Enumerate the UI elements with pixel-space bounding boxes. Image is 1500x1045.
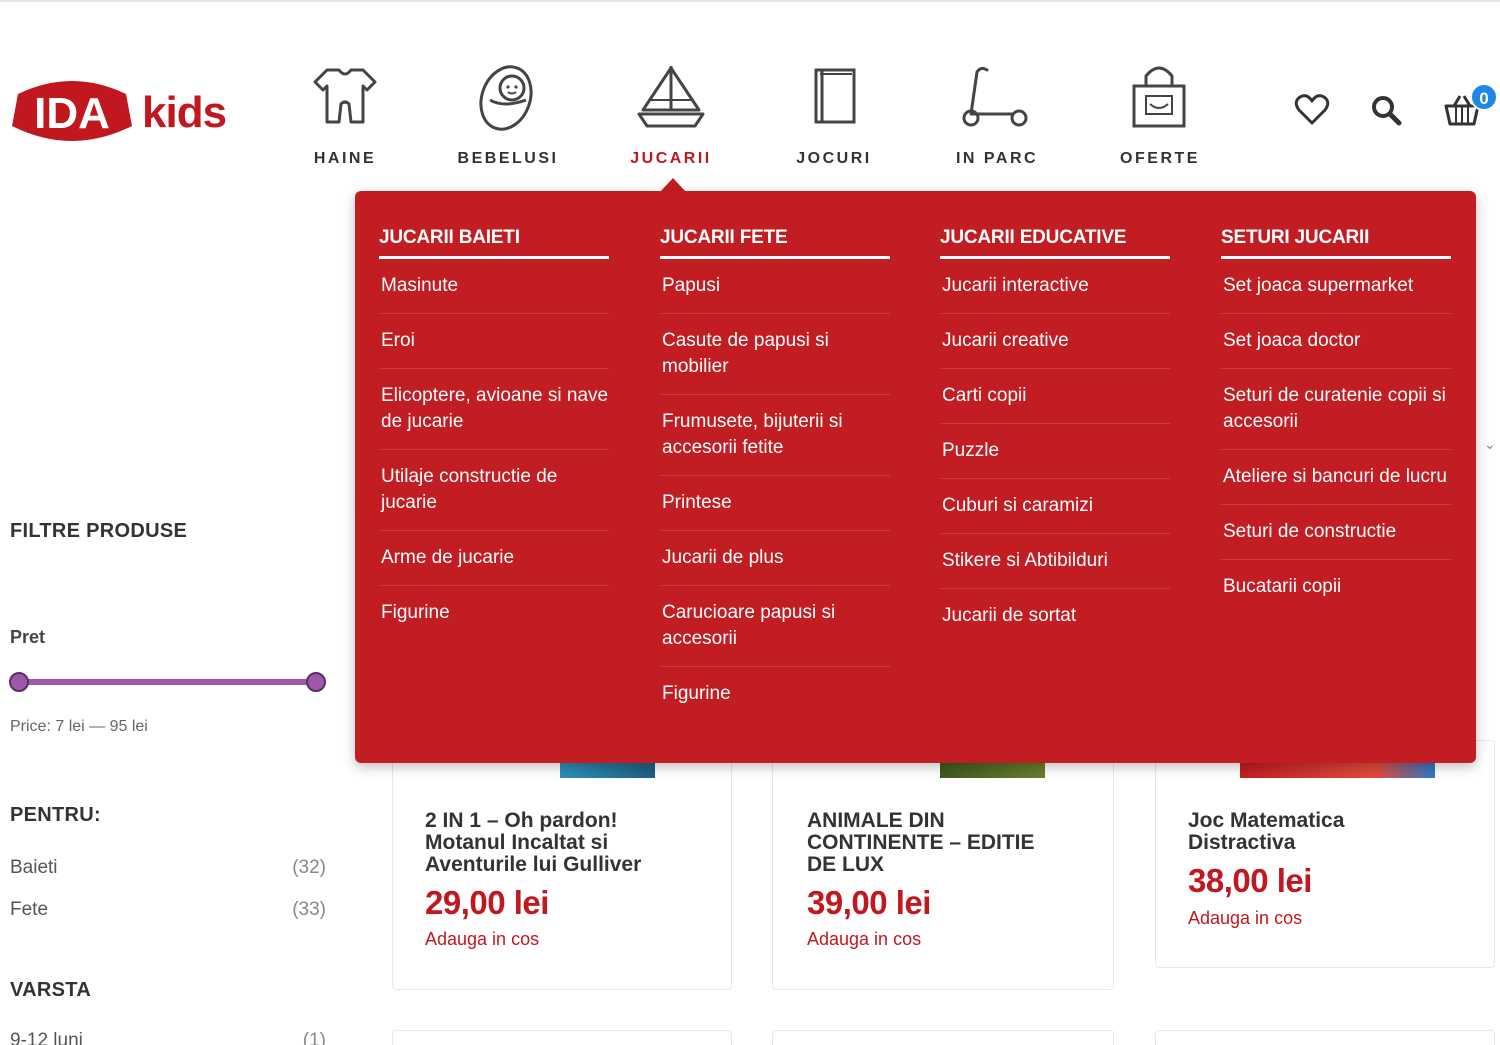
top-border	[0, 0, 1500, 2]
menu-item[interactable]: Jucarii de sortat	[942, 605, 1077, 626]
logo-badge: IDA	[12, 81, 132, 141]
menu-item[interactable]: Papusi	[660, 259, 890, 314]
add-to-cart-link[interactable]: Adauga in cos	[807, 929, 922, 949]
menu-item[interactable]: Jucarii creative	[940, 314, 1170, 369]
nav-jucarii[interactable]: JUCARII	[606, 60, 736, 170]
menu-item[interactable]: Seturi de constructie	[1221, 505, 1451, 560]
menu-column-jucarii-baieti: JUCARII BAIETI Masinute Eroi Elicoptere,…	[379, 227, 609, 640]
menu-column-title[interactable]: JUCARII EDUCATIVE	[940, 227, 1170, 259]
menu-item[interactable]: Set joaca supermarket	[1221, 259, 1451, 314]
product-title[interactable]: 2 IN 1 – Oh pardon! Motanul Incaltat si …	[425, 809, 642, 876]
filter-option-fete[interactable]: Fete (33)	[10, 899, 326, 921]
shopping-bag-icon	[1132, 66, 1186, 128]
nav-in-parc[interactable]: IN PARC	[932, 60, 1062, 170]
price-slider-min-handle[interactable]	[9, 672, 29, 692]
nav-label: OFERTE	[1120, 150, 1200, 167]
product-price: 38,00 lei	[1188, 862, 1312, 899]
menu-item[interactable]: Casute de papusi si mobilier	[660, 314, 890, 395]
nav-label: JOCURI	[796, 150, 872, 167]
filter-option-count: (1)	[302, 1030, 326, 1045]
logo-suffix: kids	[142, 88, 227, 137]
add-to-cart-link[interactable]: Adauga in cos	[425, 929, 540, 949]
swaddled-baby-icon	[479, 65, 533, 131]
product-title[interactable]: ANIMALE DIN CONTINENTE – EDITIE DE LUX	[807, 809, 1035, 876]
product-card[interactable]	[772, 740, 1114, 990]
menu-item[interactable]: Stikere si Abtibilduri	[940, 534, 1170, 589]
book-icon	[814, 68, 856, 124]
mega-menu-jucarii: JUCARII BAIETI Masinute Eroi Elicoptere,…	[355, 191, 1476, 763]
nav-bebelusi[interactable]: BEBELUSI	[443, 60, 573, 170]
menu-item[interactable]: Utilaje constructie de jucarie	[379, 450, 609, 531]
site-logo[interactable]: IDA kids	[8, 74, 227, 148]
menu-item[interactable]: Figurine	[381, 602, 450, 623]
menu-item[interactable]: Ateliere si bancuri de lucru	[1221, 450, 1451, 505]
nav-label: JUCARII	[630, 150, 712, 167]
menu-column-jucarii-fete: JUCARII FETE Papusi Casute de papusi si …	[660, 227, 890, 721]
filter-option-varsta[interactable]: 9-12 luni (1)	[10, 1030, 326, 1045]
menu-column-seturi-jucarii: SETURI JUCARII Set joaca supermarket Set…	[1221, 227, 1451, 614]
add-to-cart-link[interactable]: Adauga in cos	[1188, 908, 1303, 928]
price-range-text: Price: 7 lei — 95 lei	[10, 718, 148, 735]
menu-item[interactable]: Puzzle	[940, 424, 1170, 479]
menu-item[interactable]: Printese	[660, 476, 890, 531]
nav-label: BEBELUSI	[457, 150, 559, 167]
menu-item[interactable]: Masinute	[379, 259, 609, 314]
mega-menu-pointer	[660, 178, 686, 192]
price-slider-max-handle[interactable]	[306, 672, 326, 692]
sailboat-icon	[637, 66, 705, 128]
cart-count-badge: 0	[1470, 83, 1498, 111]
product-price: 39,00 lei	[807, 884, 931, 921]
filter-option-count: (32)	[292, 857, 326, 878]
product-title[interactable]: Joc Matematica Distractiva	[1188, 809, 1345, 854]
varsta-title: VARSTA	[10, 979, 92, 1001]
menu-item[interactable]: Set joaca doctor	[1221, 314, 1451, 369]
price-filter-label: Pret	[10, 627, 46, 647]
product-card[interactable]	[772, 1030, 1114, 1045]
menu-item[interactable]: Frumusete, bijuterii si accesorii fetite	[660, 395, 890, 476]
nav-label: IN PARC	[955, 150, 1039, 167]
menu-item[interactable]: Bucatarii copii	[1223, 576, 1342, 597]
filter-option-label: 9-12 luni	[10, 1030, 83, 1045]
menu-column-title[interactable]: JUCARII FETE	[660, 227, 890, 259]
nav-oferte[interactable]: OFERTE	[1095, 60, 1225, 170]
product-card[interactable]	[1155, 1030, 1495, 1045]
nav-haine[interactable]: HAINE	[280, 60, 410, 170]
filter-option-count: (33)	[292, 899, 326, 920]
filters-title: FILTRE PRODUSE	[10, 520, 188, 542]
menu-item[interactable]: Eroi	[379, 314, 609, 369]
basket-icon[interactable]	[1442, 90, 1482, 130]
onesie-icon	[313, 68, 377, 124]
menu-column-title[interactable]: JUCARII BAIETI	[379, 227, 609, 259]
menu-item[interactable]: Jucarii de plus	[660, 531, 890, 586]
product-price: 29,00 lei	[425, 884, 549, 921]
product-card[interactable]	[392, 740, 732, 990]
filter-option-label: Baieti	[10, 857, 58, 878]
menu-item[interactable]: Carucioare papusi si accesorii	[660, 586, 890, 667]
menu-item[interactable]: Elicoptere, avioane si nave de jucarie	[379, 369, 609, 450]
price-slider-track[interactable]	[18, 679, 316, 685]
menu-item[interactable]: Cuburi si caramizi	[940, 479, 1170, 534]
search-icon[interactable]	[1366, 90, 1406, 130]
filter-option-baieti[interactable]: Baieti (32)	[10, 857, 326, 879]
menu-item[interactable]: Seturi de curatenie copii si accesorii	[1221, 369, 1451, 450]
menu-item[interactable]: Figurine	[662, 683, 731, 704]
menu-column-jucarii-educative: JUCARII EDUCATIVE Jucarii interactive Ju…	[940, 227, 1170, 643]
pentru-title: PENTRU:	[10, 804, 101, 826]
scooter-icon	[962, 66, 1028, 127]
menu-item[interactable]: Arme de jucarie	[379, 531, 609, 586]
nav-jocuri[interactable]: JOCURI	[769, 60, 899, 170]
logo-text: IDA	[34, 89, 110, 138]
menu-column-title[interactable]: SETURI JUCARII	[1221, 227, 1451, 259]
menu-item[interactable]: Carti copii	[940, 369, 1170, 424]
product-card[interactable]	[392, 1030, 732, 1045]
menu-item[interactable]: Jucarii interactive	[940, 259, 1170, 314]
nav-label: HAINE	[313, 150, 377, 167]
filter-option-label: Fete	[10, 899, 49, 920]
heart-icon[interactable]	[1292, 90, 1332, 130]
chevron-down-icon[interactable]: ⌄	[1484, 436, 1496, 452]
